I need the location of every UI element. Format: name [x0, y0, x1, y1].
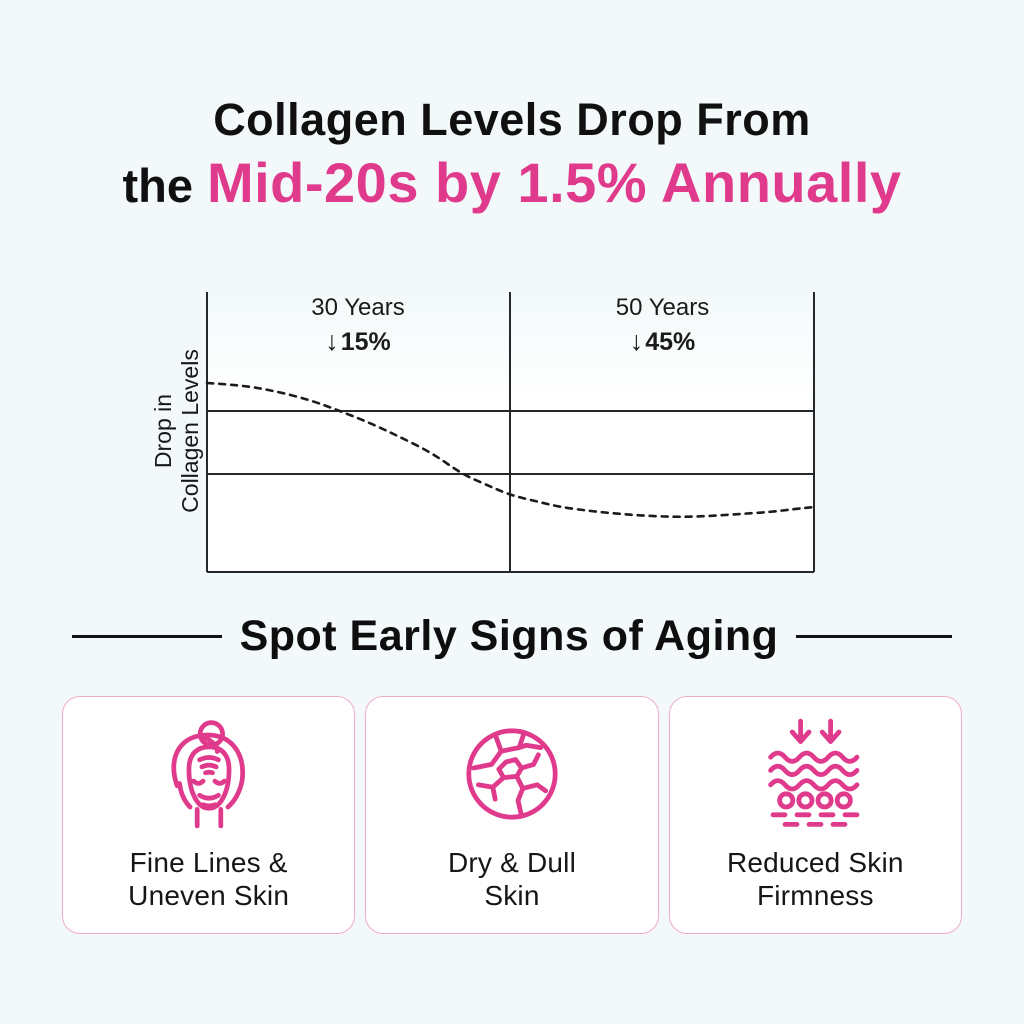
card-reduced-firmness: Reduced Skin Firmness	[668, 696, 962, 934]
card-label: Fine Lines & Uneven Skin	[128, 846, 290, 912]
card-label: Dry & Dull Skin	[447, 846, 576, 912]
annotation-age-label: 50 Years	[615, 294, 710, 321]
skin-firmness-layers-icon	[755, 713, 875, 835]
title-line-1: Collagen Levels Drop From	[213, 94, 811, 145]
y-axis-label-line1: Drop in	[149, 393, 176, 469]
y-axis-label: Drop in Collagen Levels	[150, 349, 204, 513]
cracked-dry-skin-icon	[452, 713, 572, 835]
title-line-2: the Mid-20s by 1.5% Annually	[0, 150, 1024, 215]
heading-rule-left	[71, 635, 222, 638]
card-label: Reduced Skin Firmness	[726, 846, 904, 912]
down-arrow-icon: ↓	[325, 326, 339, 356]
heading-rule-right	[796, 635, 953, 638]
down-arrow-icon: ↓	[629, 326, 644, 356]
section-heading: Spot Early Signs of Aging	[0, 612, 1024, 661]
card-fine-lines: Fine Lines & Uneven Skin	[62, 696, 356, 934]
annotation-drop-value: ↓45%	[510, 326, 815, 357]
annotation-age-label: 30 Years	[311, 294, 405, 321]
face-with-towel-icon	[150, 713, 268, 835]
y-axis-label-line2: Collagen Levels	[177, 349, 203, 513]
card-dry-dull-skin: Dry & Dull Skin	[365, 696, 659, 934]
title-highlight: Mid-20s by 1.5% Annually	[206, 151, 902, 214]
drop-percent: 15%	[340, 328, 391, 356]
signs-cards-row: Fine Lines & Uneven Skin	[62, 696, 962, 934]
title-prefix: the	[122, 159, 193, 212]
annotation-drop-value: ↓15%	[206, 326, 510, 357]
section-title: Spot Early Signs of Aging	[239, 612, 779, 660]
annotation-50-years: 50 Years ↓45%	[510, 294, 815, 357]
drop-percent: 45%	[645, 328, 696, 356]
annotation-30-years: 30 Years ↓15%	[206, 294, 510, 357]
